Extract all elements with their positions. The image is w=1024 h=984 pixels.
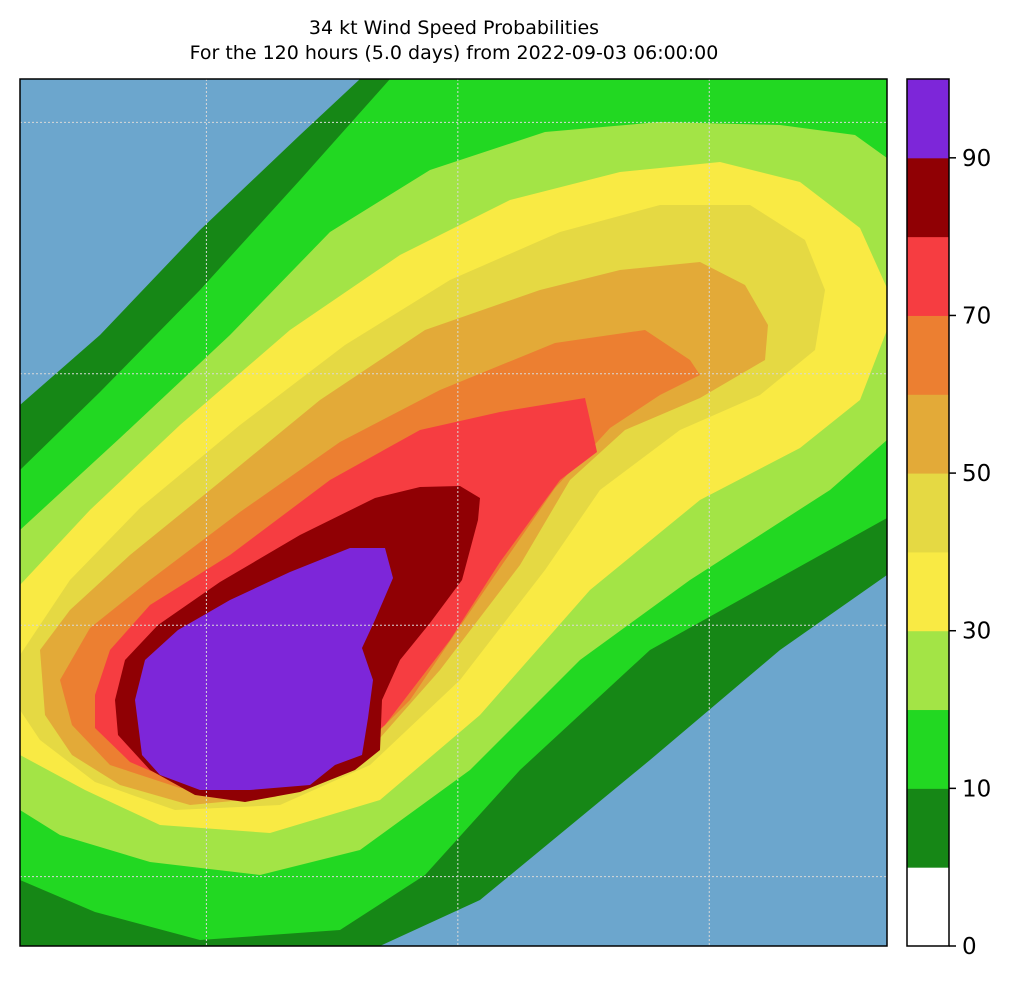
contour-layer [20, 79, 887, 946]
colorbar-swatch-90 [907, 79, 949, 159]
colorbar: 0 10 30 50 70 90 [906, 78, 991, 960]
colorbar-swatch-0 [907, 867, 949, 947]
plot-frame [19, 78, 888, 947]
chart-title: 34 kt Wind Speed Probabilities [308, 17, 600, 39]
colorbar-swatch-50 [907, 394, 949, 474]
colorbar-swatch-80 [907, 157, 949, 238]
colorbar-tick-label-70: 70 [962, 303, 991, 329]
colorbar-tick-label-30: 30 [962, 619, 991, 645]
colorbar-swatch-40 [907, 473, 949, 553]
colorbar-swatch-60 [907, 315, 949, 395]
colorbar-tick-label-90: 90 [962, 146, 991, 172]
colorbar-swatch-20 [907, 630, 949, 711]
colorbar-swatch-10 [907, 709, 949, 789]
contour-level-90 [135, 548, 393, 790]
chart-title-block: 34 kt Wind Speed Probabilities For the 1… [20, 16, 888, 66]
colorbar-swatch-5 [907, 788, 949, 868]
colorbar-frame [906, 78, 950, 947]
colorbar-tick-label-50: 50 [962, 461, 991, 487]
colorbar-swatch-30 [907, 551, 949, 632]
colorbar-tick-label-0: 0 [962, 934, 977, 960]
colorbar-tick-label-10: 10 [962, 776, 991, 802]
chart-subtitle: For the 120 hours (5.0 days) from 2022-0… [189, 42, 719, 64]
gridlines [20, 79, 887, 946]
colorbar-swatch-70 [907, 236, 949, 316]
